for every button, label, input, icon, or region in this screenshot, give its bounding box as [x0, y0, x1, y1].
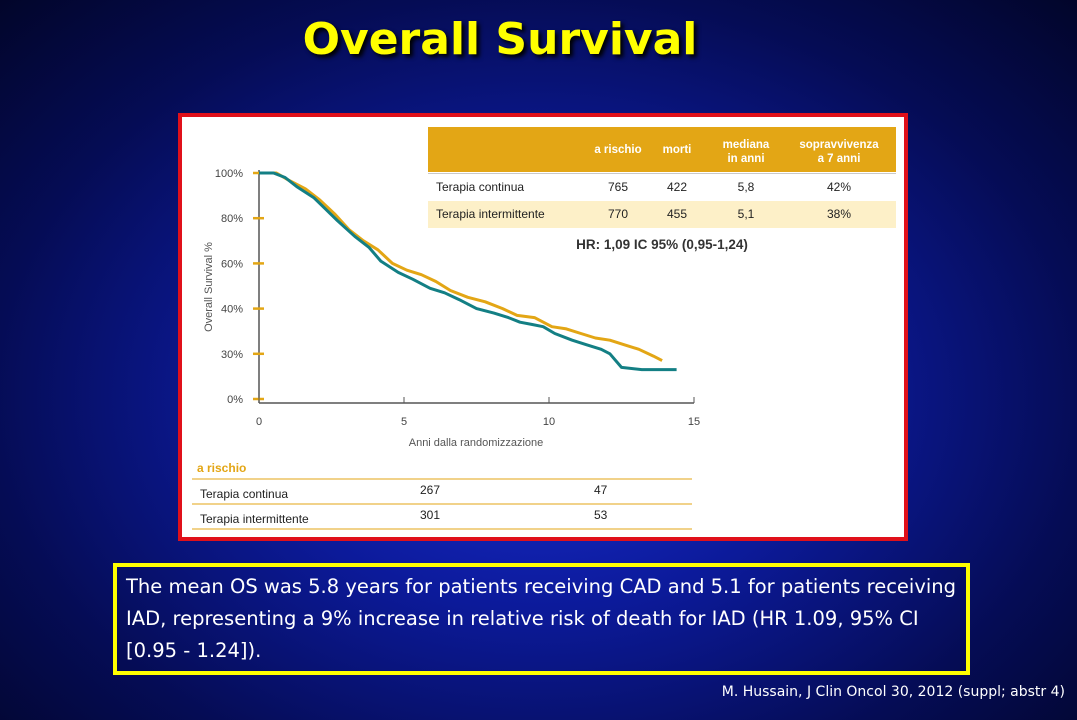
table-cell: 38%	[827, 207, 851, 221]
y-tick-label: 40%	[221, 304, 243, 316]
at-risk-row-label: Terapia intermittente	[200, 512, 309, 526]
x-tick-label: 10	[543, 416, 555, 428]
y-tick-label: 60%	[221, 258, 243, 270]
table-header-bg	[428, 127, 896, 172]
table-header-median-l2: in anni	[727, 153, 764, 165]
summary-text: The mean OS was 5.8 years for patients r…	[126, 575, 957, 662]
at-risk-title: a rischio	[197, 461, 246, 475]
at-risk-value: 267	[420, 483, 440, 497]
table-header-survival-l2: a 7 anni	[818, 153, 861, 165]
y-tick-label: 0%	[227, 394, 243, 406]
table-cell: 455	[667, 207, 687, 221]
table-cell: 422	[667, 180, 687, 194]
summary-table: a rischio morti mediana in anni sopravvi…	[428, 127, 896, 252]
x-tick-label: 15	[688, 416, 700, 428]
hazard-ratio-label: HR: 1,09 IC 95% (0,95-1,24)	[576, 237, 748, 252]
at-risk-value: 301	[420, 508, 440, 522]
y-axis-label: Overall Survival %	[203, 242, 215, 332]
survival-figure: a rischio morti mediana in anni sopravvi…	[178, 113, 908, 541]
table-cell: 42%	[827, 180, 851, 194]
survival-chart: a rischio morti mediana in anni sopravvi…	[192, 127, 896, 530]
x-tick-label: 5	[401, 416, 407, 428]
citation: M. Hussain, J Clin Oncol 30, 2012 (suppl…	[721, 684, 1065, 700]
table-row-label: Terapia intermittente	[436, 207, 545, 221]
at-risk-value: 47	[594, 483, 608, 497]
table-header-median-l1: mediana	[723, 139, 770, 151]
x-axis-label: Anni dalla randomizzazione	[409, 437, 544, 449]
table-header-survival-l1: sopravvivenza	[799, 139, 879, 151]
y-tick-label: 100%	[215, 168, 243, 180]
table-header-at-risk: a rischio	[594, 144, 641, 156]
table-row-label: Terapia continua	[436, 180, 524, 194]
chart-axes: 100% 80% 60% 40% 30% 0% 0 5 10 15 Overall Surviv…	[203, 168, 700, 449]
table-cell: 770	[608, 207, 628, 221]
slide-title: Overall Survival	[302, 14, 698, 65]
table-cell: 5,1	[738, 207, 755, 221]
table-divider	[428, 173, 896, 174]
at-risk-table: a rischio Terapia continua 267 47 Terapia i…	[192, 461, 692, 530]
table-cell: 765	[608, 180, 628, 194]
y-tick-label: 30%	[221, 349, 243, 361]
table-cell: 5,8	[738, 180, 755, 194]
at-risk-row-label: Terapia continua	[200, 487, 288, 501]
series-line-intermittente	[259, 171, 663, 362]
x-tick-label: 0	[256, 416, 262, 428]
survival-curves	[259, 171, 677, 372]
at-risk-value: 53	[594, 508, 608, 522]
y-tick-label: 80%	[221, 213, 243, 225]
series-line-continua	[259, 171, 677, 372]
table-header-deaths: morti	[663, 144, 692, 156]
summary-box: The mean OS was 5.8 years for patients r…	[113, 563, 970, 675]
table-row-alt-bg	[428, 201, 896, 228]
